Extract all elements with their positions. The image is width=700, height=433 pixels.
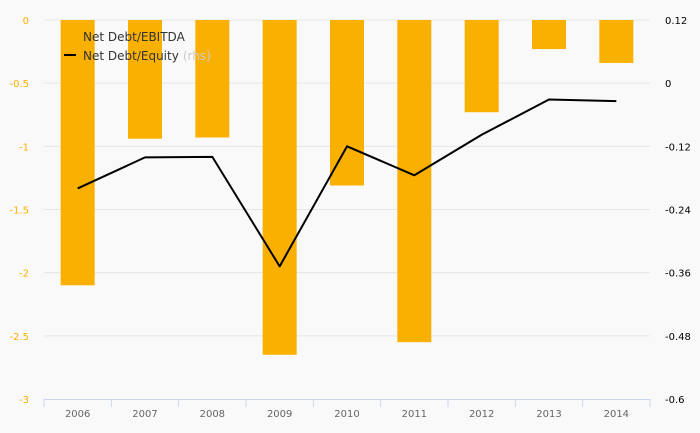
y-left-tick-label: 0 [23,16,29,27]
bar-2006 [60,20,95,286]
x-tick-label: 2013 [536,409,561,420]
y-axis-left: 0 -0.5 -1 -1.5 -2 -2.5 -3 [9,16,29,406]
y-left-tick-label: -1.5 [9,206,29,217]
bar-2008 [195,20,230,138]
bar-2010 [330,20,364,186]
line-series-net-debt-equity [77,98,617,268]
y-left-tick-label: -2 [19,269,29,280]
y-left-tick-label: -3 [19,395,29,406]
legend-item-net-debt-ebitda[interactable]: Net Debt/EBITDA [83,30,186,44]
y-right-tick-label: -0.12 [665,142,691,153]
y-right-tick-label: 0.12 [665,16,687,27]
bar-series-net-debt-ebitda [60,20,634,355]
legend-item-net-debt-equity[interactable]: Net Debt/Equity (rhs) [83,49,211,63]
y-left-tick-label: -2.5 [9,332,29,343]
x-axis: 2006 2007 2008 2009 2010 2011 2012 2013 2014 [43,399,651,420]
y-left-tick-label: -0.5 [9,79,29,90]
bar-2012 [464,20,499,113]
y-right-tick-label: -0.48 [665,332,691,343]
bar-2014 [599,20,634,63]
bar-2007 [128,20,162,139]
y-left-tick-label: -1 [19,142,29,153]
x-tick-label: 2014 [604,409,629,420]
bar-2013 [532,20,566,50]
y-right-tick-label: 0 [665,79,671,90]
x-tick-label: 2010 [334,409,359,420]
x-tick-label: 2006 [65,409,90,420]
x-tick-label: 2011 [402,409,427,420]
x-tick-label: 2008 [200,409,225,420]
x-tick-label: 2009 [267,409,292,420]
x-tick-label: 2012 [469,409,494,420]
x-tick-label: 2007 [132,409,157,420]
legend: Net Debt/EBITDA Net Debt/Equity (rhs) [64,30,211,63]
legend-item-net-debt-equity-label: Net Debt/Equity [83,49,179,63]
y-right-tick-label: -0.24 [665,206,691,217]
bar-2011 [397,20,432,343]
y-right-tick-label: -0.36 [665,269,691,280]
legend-item-rhs-suffix: (rhs) [183,49,211,63]
bar-2009 [262,20,297,355]
y-right-tick-label: -0.6 [665,395,685,406]
y-axis-right: 0.12 0 -0.12 -0.24 -0.36 -0.48 -0.6 [665,16,691,406]
